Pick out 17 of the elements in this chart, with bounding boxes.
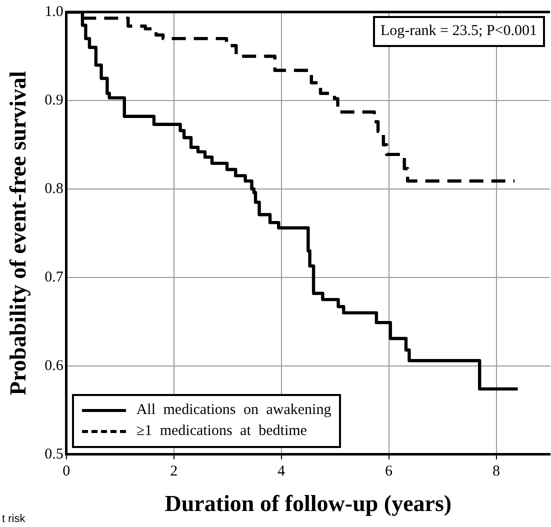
x-tick-label: 2 bbox=[170, 463, 178, 480]
x-tick-label: 0 bbox=[62, 463, 70, 480]
y-tick-label: 0.8 bbox=[44, 180, 64, 197]
y-axis-title: Probability of event-free survival bbox=[6, 71, 31, 396]
x-tick-label: 4 bbox=[278, 463, 286, 480]
annotation: Log-rank = 23.5; P<0.001 bbox=[372, 16, 545, 47]
y-tick-label: 1.0 bbox=[44, 4, 64, 20]
x-tick-label: 8 bbox=[492, 463, 500, 480]
x-axis-title: Duration of follow-up (years) bbox=[164, 491, 452, 516]
legend-label: All medications on awakening bbox=[136, 402, 332, 420]
y-tick-label: 0.5 bbox=[44, 446, 64, 462]
x-tick-label: 6 bbox=[385, 463, 394, 480]
y-tick-label: 0.6 bbox=[44, 358, 64, 374]
text: t risk bbox=[2, 513, 26, 525]
y-tick-label: 0.9 bbox=[44, 92, 64, 108]
legend-label: ≥1 medications at bedtime bbox=[136, 423, 307, 440]
y-tick-label: 0.7 bbox=[44, 269, 64, 286]
